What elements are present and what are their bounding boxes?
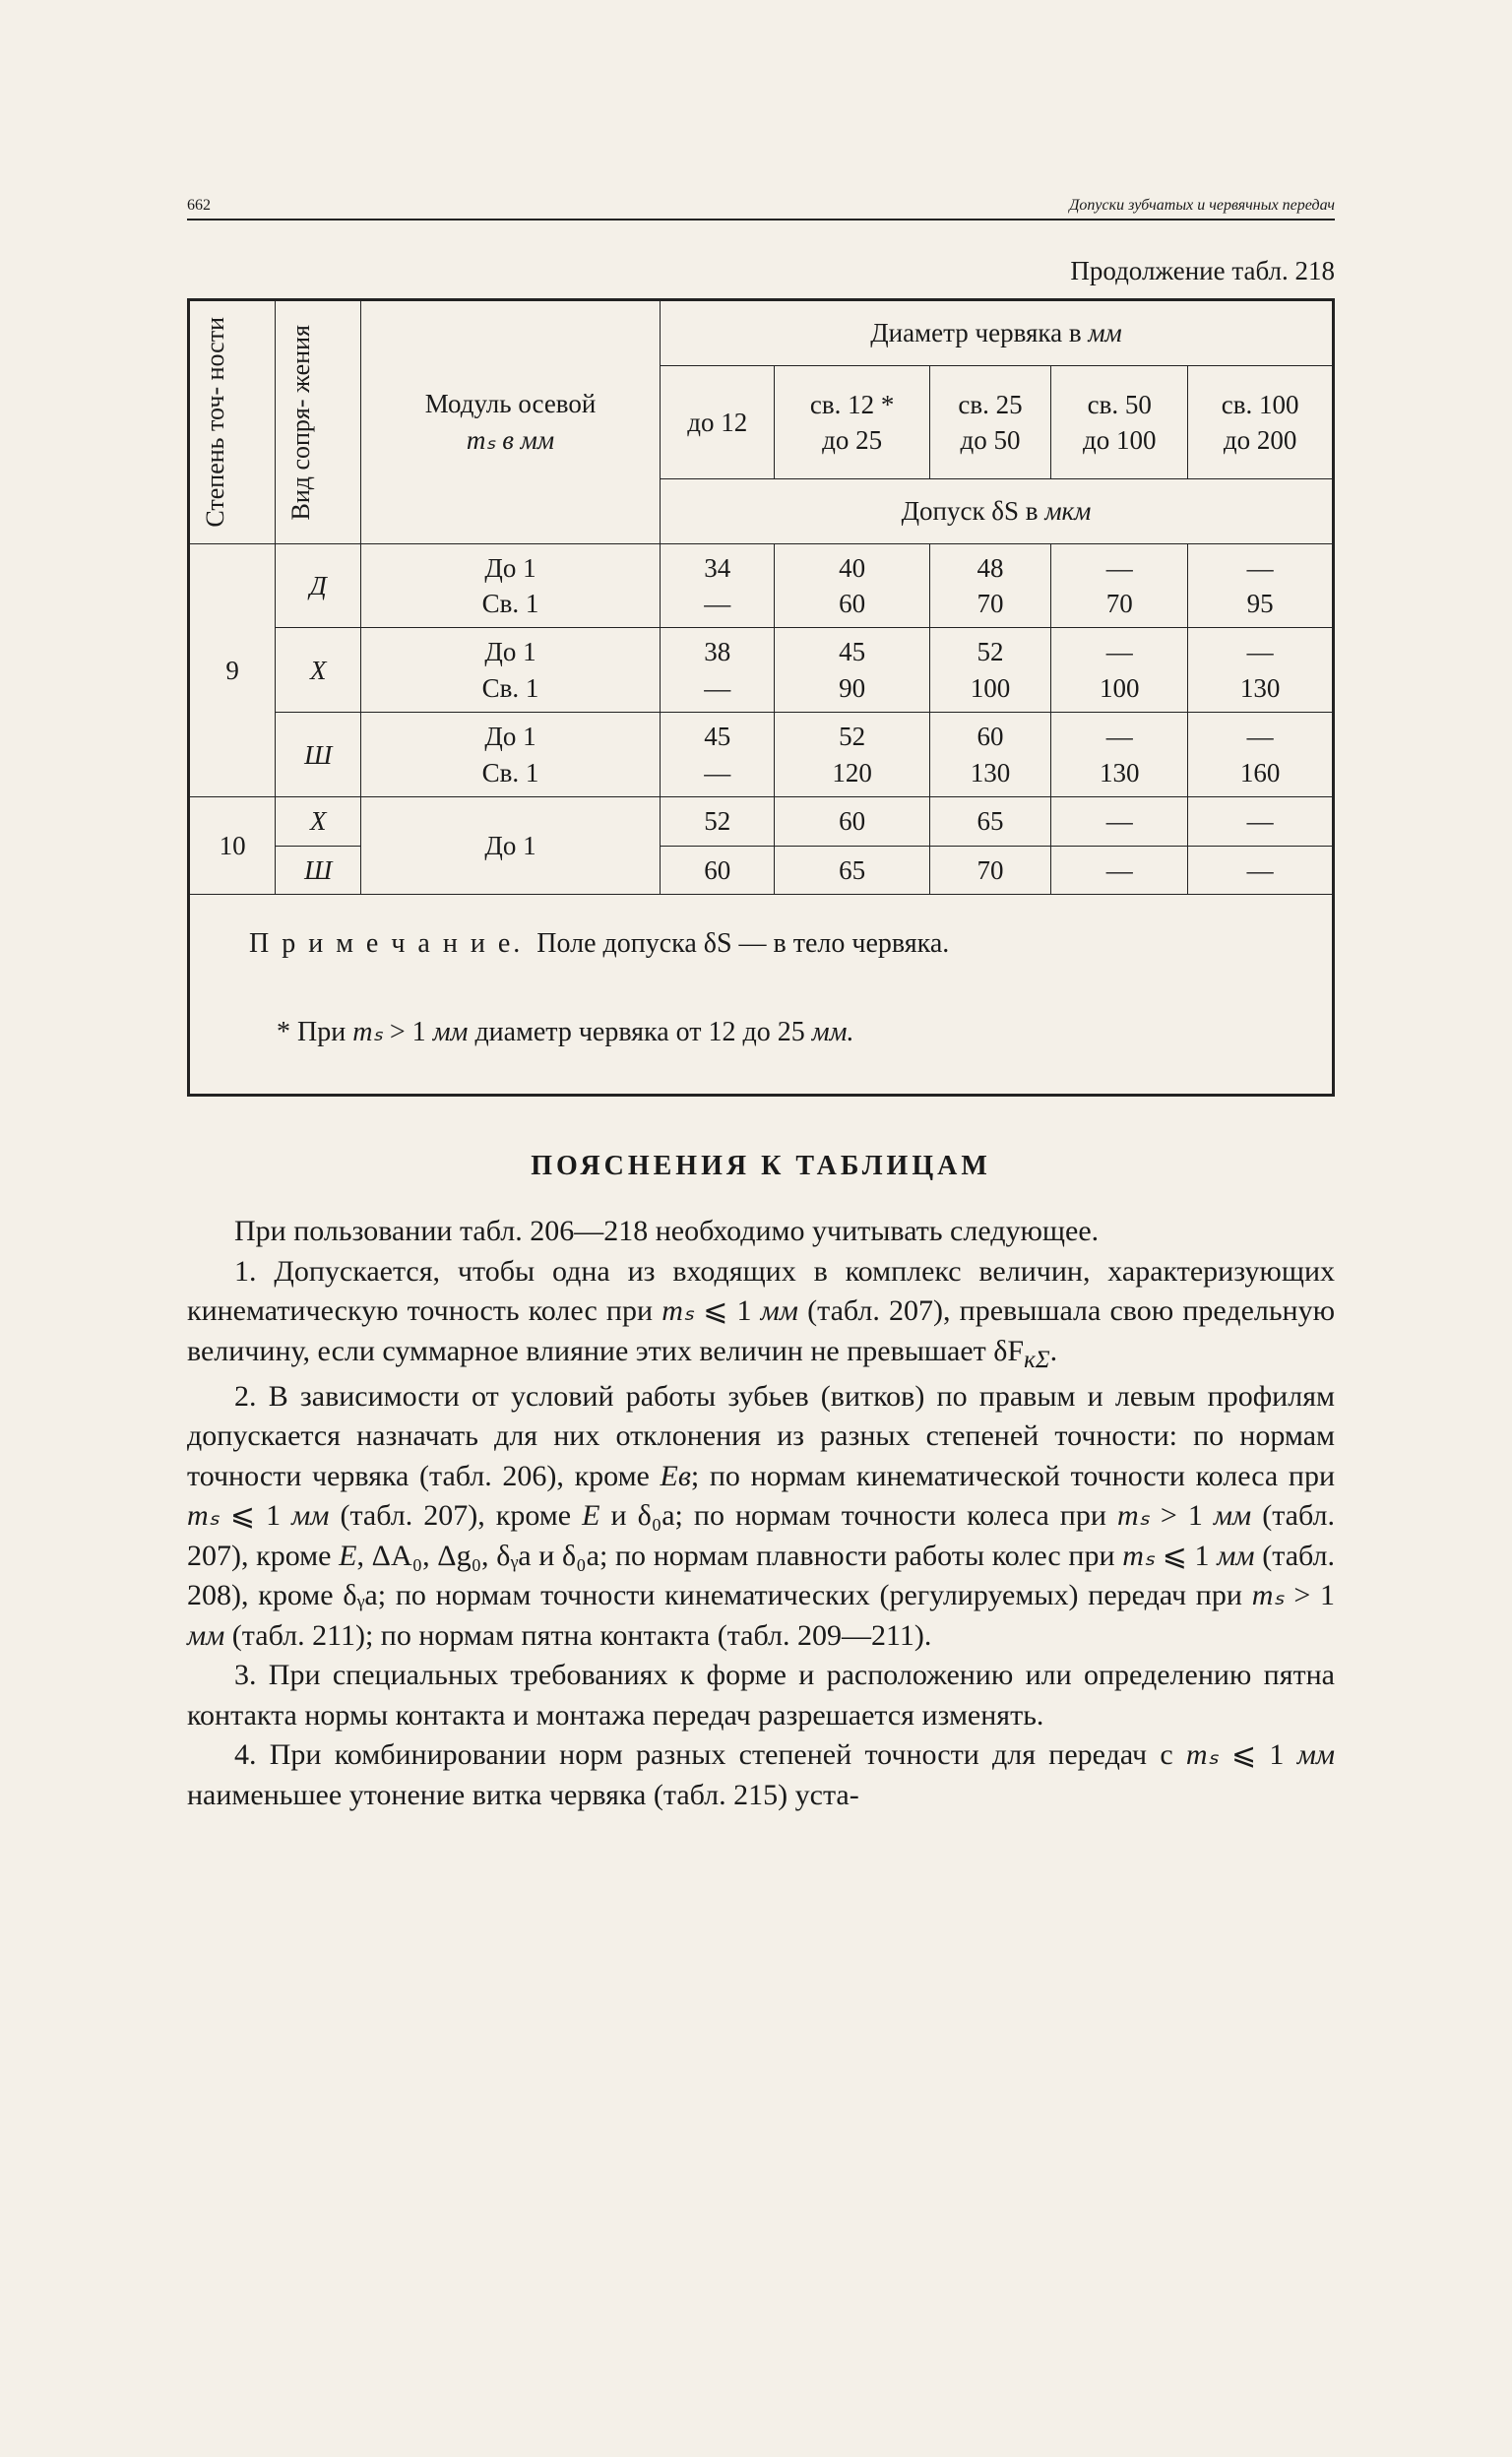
table-cell: 45—	[661, 713, 775, 797]
diameter-header: Диаметр червяка в мм	[661, 300, 1334, 366]
deg-9: 9	[189, 543, 276, 797]
table-cell: —	[1051, 797, 1188, 846]
table-cell: —130	[1188, 628, 1334, 713]
table-cell: 52	[661, 797, 775, 846]
table-cell: —95	[1188, 543, 1334, 628]
table-cell: 70	[929, 846, 1051, 894]
para-4: 3. При специальных требованиях к форме и…	[187, 1656, 1335, 1735]
diam-col-1: до 12	[661, 366, 775, 478]
table-cell: 65	[775, 846, 929, 894]
mod-cell: До 1	[361, 797, 661, 895]
fit-x: Х	[276, 628, 361, 713]
mod-cell: До 1Св. 1	[361, 543, 661, 628]
table-cell: 60	[775, 797, 929, 846]
table-cell: —130	[1051, 713, 1188, 797]
mod-cell: До 1Св. 1	[361, 713, 661, 797]
chapter-title: Допуски зубчатых и червячных передач	[1069, 197, 1335, 215]
diam-col-2: св. 12 *до 25	[775, 366, 929, 478]
table-cell: —	[1188, 846, 1334, 894]
table-cell: —100	[1051, 628, 1188, 713]
table-cell: —70	[1051, 543, 1188, 628]
col-fit: Вид сопря- жения	[276, 300, 361, 544]
para-3: 2. В зависимости от условий работы зубье…	[187, 1377, 1335, 1657]
diam-col-4: св. 50до 100	[1051, 366, 1188, 478]
table-cell: 38—	[661, 628, 775, 713]
fit-sh: Ш	[276, 846, 361, 894]
deg-10: 10	[189, 797, 276, 895]
table-continuation: Продолжение табл. 218	[187, 256, 1335, 286]
table-cell: 52120	[775, 713, 929, 797]
table-cell: —	[1188, 797, 1334, 846]
fit-x: Х	[276, 797, 361, 846]
mod-cell: До 1Св. 1	[361, 628, 661, 713]
diam-col-5: св. 100до 200	[1188, 366, 1334, 478]
table-cell: 4590	[775, 628, 929, 713]
para-2: 1. Допускается, чтобы одна из входящих в…	[187, 1252, 1335, 1377]
table-cell: 52100	[929, 628, 1051, 713]
page-number: 662	[187, 197, 211, 215]
tolerance-table: Степень точ- ности Вид сопря- жения Моду…	[187, 298, 1335, 1097]
explanation-text: При пользовании табл. 206—218 необходимо…	[187, 1212, 1335, 1815]
table-cell: 60130	[929, 713, 1051, 797]
table-cell: 60	[661, 846, 775, 894]
col-module: Модуль осевой mₛ в мм	[361, 300, 661, 544]
table-cell: 34—	[661, 543, 775, 628]
running-head: 662 Допуски зубчатых и червячных передач	[187, 197, 1335, 220]
page: 662 Допуски зубчатых и червячных передач…	[0, 0, 1512, 2457]
table-cell: —	[1051, 846, 1188, 894]
table-cell: 65	[929, 797, 1051, 846]
table-note: П р и м е ч а н и е. Поле допуска δS — в…	[189, 895, 1334, 1096]
fit-sh: Ш	[276, 713, 361, 797]
table-cell: 4870	[929, 543, 1051, 628]
diam-col-3: св. 25до 50	[929, 366, 1051, 478]
tolerance-header: Допуск δS в мкм	[661, 478, 1334, 543]
table-cell: —160	[1188, 713, 1334, 797]
para-5: 4. При комбинировании норм разных степен…	[187, 1735, 1335, 1815]
col-degree: Степень точ- ности	[189, 300, 276, 544]
table-cell: 4060	[775, 543, 929, 628]
section-heading: ПОЯСНЕНИЯ К ТАБЛИЦАМ	[187, 1151, 1335, 1182]
para-1: При пользовании табл. 206—218 необходимо…	[187, 1212, 1335, 1252]
fit-d: Д	[276, 543, 361, 628]
